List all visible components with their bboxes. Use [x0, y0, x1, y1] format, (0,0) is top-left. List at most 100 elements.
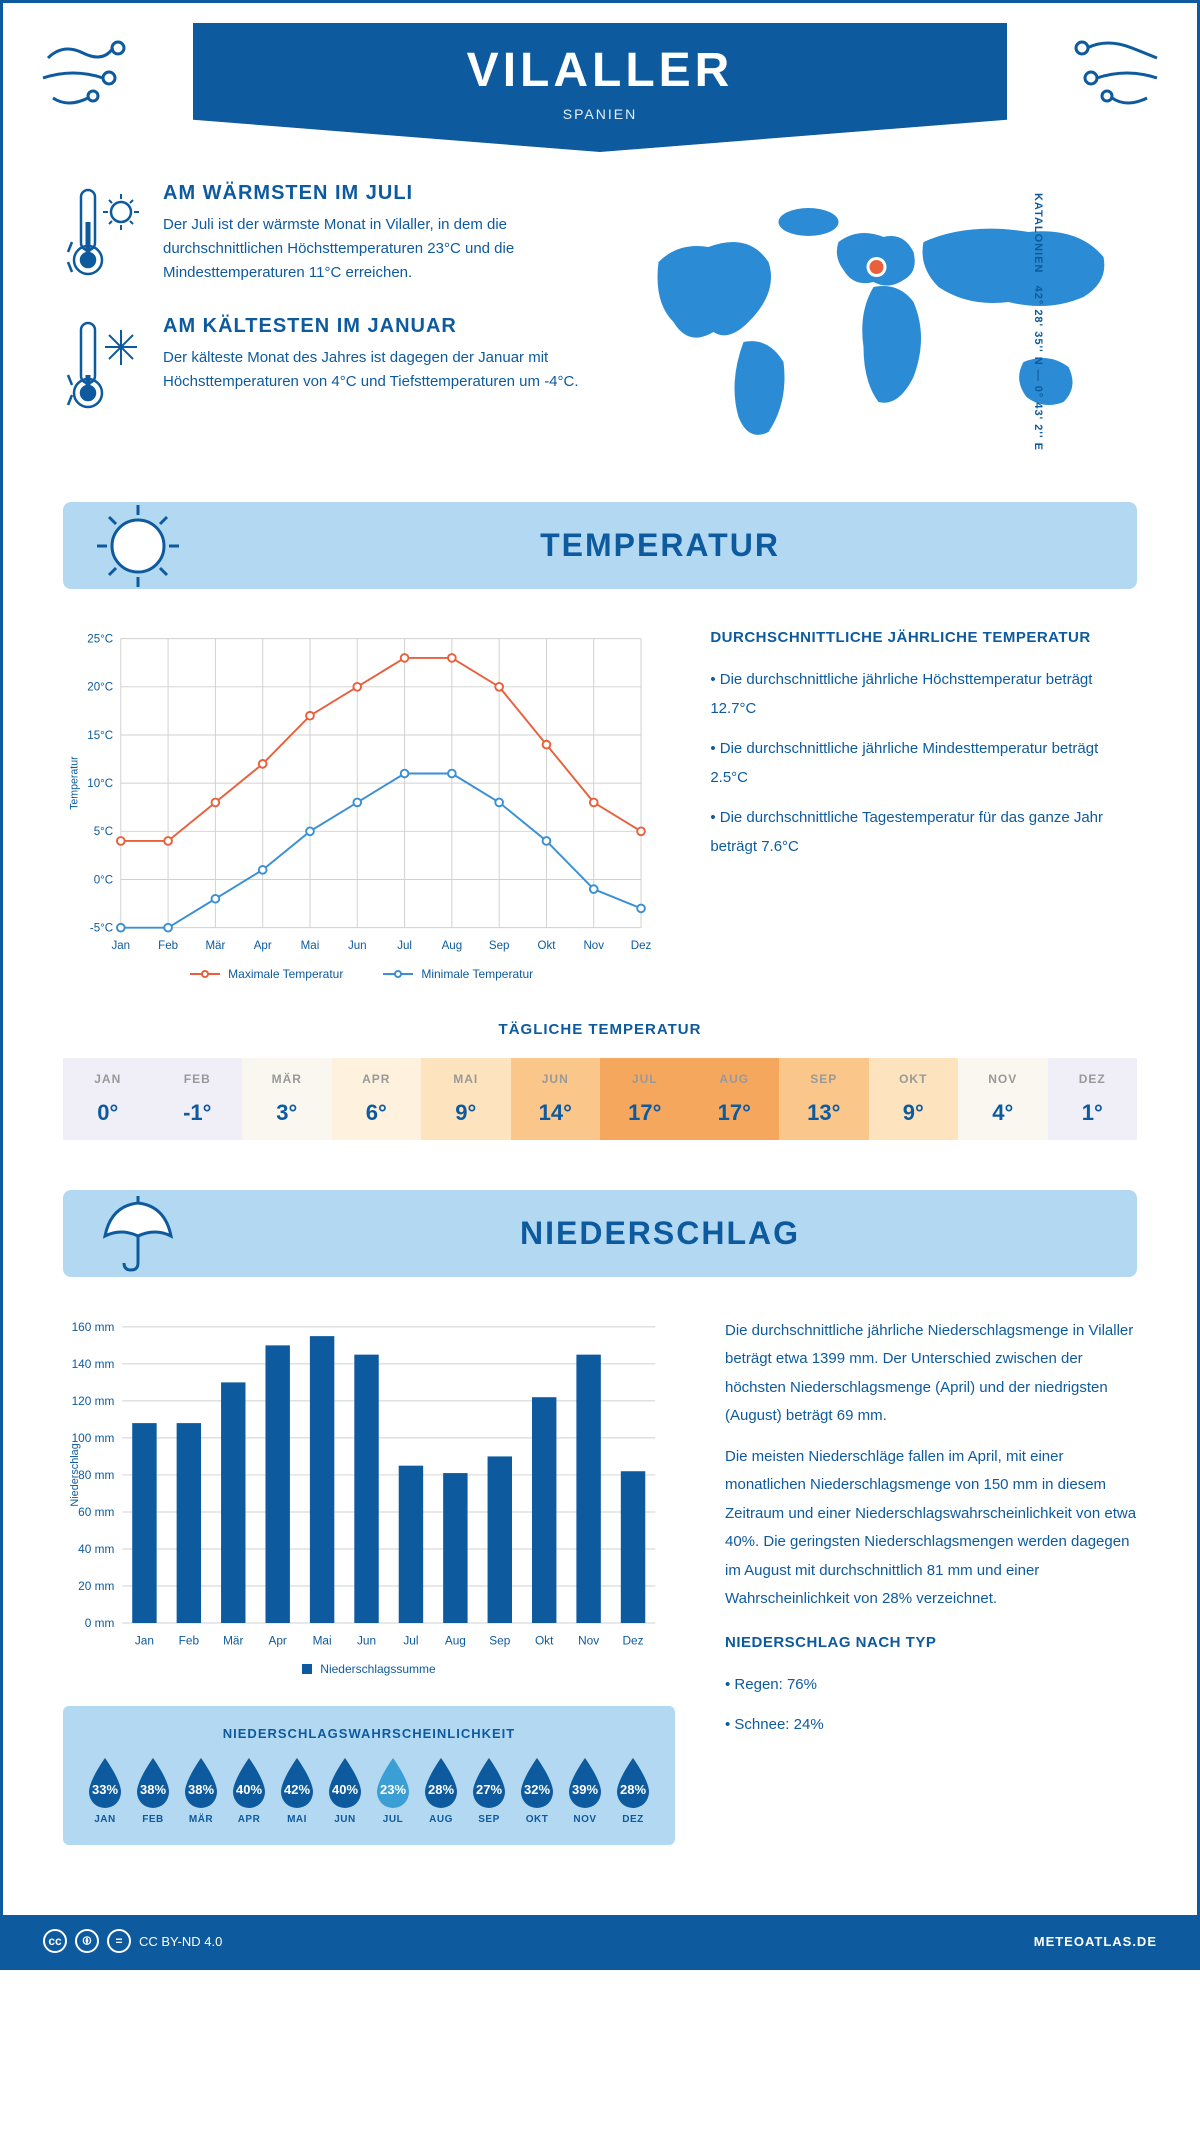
temp-yearly-info: DURCHSCHNITTLICHE JÄHRLICHE TEMPERATUR D…	[710, 629, 1137, 981]
umbrella-icon	[93, 1188, 183, 1278]
svg-text:Feb: Feb	[179, 1633, 200, 1647]
daily-temp-cell: APR 6°	[332, 1058, 422, 1140]
svg-text:32%: 32%	[524, 1782, 550, 1797]
daily-temp-cell: DEZ 1°	[1048, 1058, 1138, 1140]
legend-min: Minimale Temperatur	[421, 967, 533, 981]
legend-precip: Niederschlagssumme	[320, 1662, 435, 1676]
facts-row: AM WÄRMSTEN IM JULI Der Juli ist der wär…	[63, 182, 1137, 462]
temp-yearly-item: Die durchschnittliche jährliche Höchstte…	[710, 666, 1137, 723]
svg-text:39%: 39%	[572, 1782, 598, 1797]
svg-text:Jan: Jan	[135, 1633, 154, 1647]
svg-text:Temperatur: Temperatur	[68, 756, 80, 810]
svg-text:10°C: 10°C	[87, 778, 113, 790]
temp-chart: -5°C0°C5°C10°C15°C20°C25°CJanFebMärAprMa…	[63, 629, 660, 981]
daily-temp-cell: JUL 17°	[600, 1058, 690, 1140]
fact-warm: AM WÄRMSTEN IM JULI Der Juli ist der wär…	[63, 182, 580, 285]
raindrop-icon: 23%	[371, 1756, 415, 1808]
svg-text:60 mm: 60 mm	[78, 1504, 114, 1518]
daily-temp-cell: FEB -1°	[153, 1058, 243, 1140]
svg-text:Apr: Apr	[268, 1633, 286, 1647]
raindrop-icon: 32%	[515, 1756, 559, 1808]
prob-cell: 40% APR	[227, 1756, 271, 1825]
raindrop-icon: 27%	[467, 1756, 511, 1808]
precip-type-item: Regen: 76%	[725, 1671, 1137, 1700]
svg-text:28%: 28%	[620, 1782, 646, 1797]
daily-temp-grid: JAN 0° FEB -1° MÄR 3° APR 6° MAI 9° JUN …	[63, 1058, 1137, 1140]
svg-text:Mär: Mär	[223, 1633, 243, 1647]
daily-temp-title: TÄGLICHE TEMPERATUR	[63, 1021, 1137, 1038]
daily-temp-cell: OKT 9°	[869, 1058, 959, 1140]
svg-text:Dez: Dez	[623, 1633, 644, 1647]
svg-text:Jun: Jun	[357, 1633, 376, 1647]
country-name: SPANIEN	[253, 106, 947, 122]
daily-temp-cell: SEP 13°	[779, 1058, 869, 1140]
by-icon: 🅯	[75, 1929, 99, 1953]
svg-text:Jul: Jul	[403, 1633, 418, 1647]
svg-text:33%: 33%	[92, 1782, 118, 1797]
fact-warm-title: AM WÄRMSTEN IM JULI	[163, 182, 580, 205]
wind-icon-left	[33, 23, 153, 123]
precip-section-header: NIEDERSCHLAG	[63, 1190, 1137, 1277]
svg-text:27%: 27%	[476, 1782, 502, 1797]
daily-temp-cell: JUN 14°	[511, 1058, 601, 1140]
fact-cold: AM KÄLTESTEN IM JANUAR Der kälteste Mona…	[63, 315, 580, 415]
raindrop-icon: 38%	[179, 1756, 223, 1808]
svg-text:160 mm: 160 mm	[72, 1319, 115, 1333]
svg-text:Sep: Sep	[489, 1633, 510, 1647]
svg-text:0°C: 0°C	[94, 874, 113, 886]
license-text: CC BY-ND 4.0	[139, 1934, 222, 1949]
svg-text:120 mm: 120 mm	[72, 1393, 115, 1407]
temp-yearly-title: DURCHSCHNITTLICHE JÄHRLICHE TEMPERATUR	[710, 629, 1137, 646]
svg-text:Feb: Feb	[158, 940, 178, 952]
svg-text:15°C: 15°C	[87, 730, 113, 742]
prob-cell: 32% OKT	[515, 1756, 559, 1825]
daily-temp-cell: AUG 17°	[690, 1058, 780, 1140]
precip-type-title: NIEDERSCHLAG NACH TYP	[725, 1634, 1137, 1651]
raindrop-icon: 28%	[419, 1756, 463, 1808]
temp-title: TEMPERATUR	[213, 527, 1107, 564]
svg-text:40%: 40%	[236, 1782, 262, 1797]
svg-text:Sep: Sep	[489, 940, 510, 952]
world-map: KATALONIEN 42° 28' 35'' N — 0° 43' 2'' E	[620, 182, 1137, 462]
prob-cell: 33% JAN	[83, 1756, 127, 1825]
svg-text:Nov: Nov	[578, 1633, 599, 1647]
sun-icon	[93, 501, 183, 591]
svg-text:Nov: Nov	[583, 940, 604, 952]
raindrop-icon: 40%	[227, 1756, 271, 1808]
svg-text:Dez: Dez	[631, 940, 652, 952]
svg-text:Mai: Mai	[301, 940, 320, 952]
temp-section-header: TEMPERATUR	[63, 502, 1137, 589]
prob-cell: 27% SEP	[467, 1756, 511, 1825]
cc-icon: cc	[43, 1929, 67, 1953]
prob-cell: 23% JUL	[371, 1756, 415, 1825]
prob-cell: 28% DEZ	[611, 1756, 655, 1825]
city-name: VILALLER	[253, 43, 947, 98]
temp-yearly-item: Die durchschnittliche jährliche Mindestt…	[710, 735, 1137, 792]
svg-text:Jul: Jul	[397, 940, 412, 952]
prob-cell: 38% MÄR	[179, 1756, 223, 1825]
svg-text:28%: 28%	[428, 1782, 454, 1797]
precip-para-1: Die durchschnittliche jährliche Niedersc…	[725, 1317, 1137, 1431]
svg-text:Niederschlag: Niederschlag	[69, 1443, 81, 1506]
precip-info: Die durchschnittliche jährliche Niedersc…	[725, 1317, 1137, 1846]
svg-text:20°C: 20°C	[87, 682, 113, 694]
precip-chart: 0 mm20 mm40 mm60 mm80 mm100 mm120 mm140 …	[63, 1317, 675, 1846]
prob-cell: 28% AUG	[419, 1756, 463, 1825]
fact-warm-text: Der Juli ist der wärmste Monat in Vilall…	[163, 213, 580, 285]
svg-text:Mai: Mai	[313, 1633, 332, 1647]
prob-title: NIEDERSCHLAGSWAHRSCHEINLICHKEIT	[83, 1726, 655, 1741]
svg-text:40%: 40%	[332, 1782, 358, 1797]
daily-temp-cell: MAI 9°	[421, 1058, 511, 1140]
daily-temp-cell: NOV 4°	[958, 1058, 1048, 1140]
svg-text:Apr: Apr	[254, 940, 272, 952]
wind-icon-right	[1047, 23, 1167, 123]
prob-box: NIEDERSCHLAGSWAHRSCHEINLICHKEIT 33% JAN …	[63, 1706, 675, 1845]
svg-text:20 mm: 20 mm	[78, 1578, 114, 1592]
svg-text:38%: 38%	[140, 1782, 166, 1797]
coordinates: KATALONIEN 42° 28' 35'' N — 0° 43' 2'' E	[1032, 193, 1044, 451]
svg-text:Okt: Okt	[537, 940, 556, 952]
fact-cold-text: Der kälteste Monat des Jahres ist dagege…	[163, 346, 580, 394]
svg-text:42%: 42%	[284, 1782, 310, 1797]
svg-text:38%: 38%	[188, 1782, 214, 1797]
svg-text:80 mm: 80 mm	[78, 1467, 114, 1481]
